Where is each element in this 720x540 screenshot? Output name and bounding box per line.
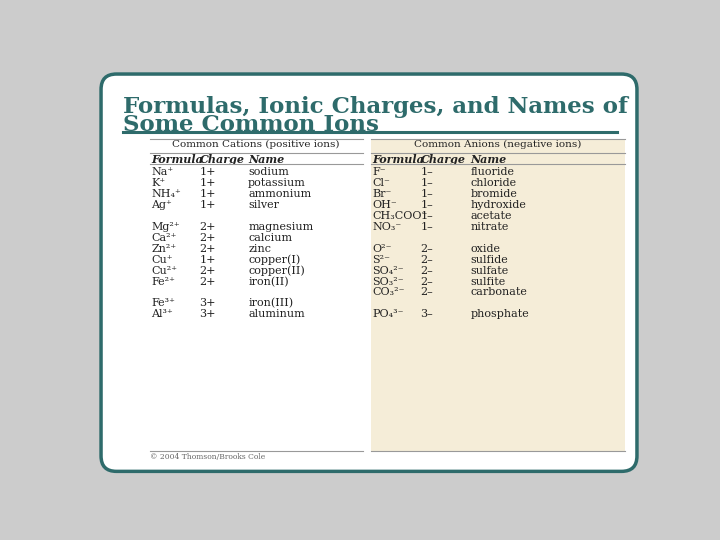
Text: nitrate: nitrate [471,222,509,232]
Text: Formula: Formula [372,154,424,165]
Text: Charge: Charge [199,154,245,165]
Text: 1+: 1+ [199,178,216,188]
Text: hydroxide: hydroxide [471,200,526,210]
Text: Zn²⁺: Zn²⁺ [151,244,176,254]
Text: 1+: 1+ [199,200,216,210]
Text: 2+: 2+ [199,276,216,287]
Text: copper(I): copper(I) [248,255,300,265]
Text: Cu⁺: Cu⁺ [151,255,173,265]
Text: 3+: 3+ [199,309,216,319]
Text: 1+: 1+ [199,189,216,199]
Text: Formula: Formula [151,154,203,165]
Text: 2+: 2+ [199,222,216,232]
Text: Al³⁺: Al³⁺ [151,309,173,319]
Text: 3+: 3+ [199,299,216,308]
Text: Some Common Ions: Some Common Ions [122,114,379,136]
Text: 3–: 3– [420,309,433,319]
Text: Ag⁺: Ag⁺ [151,200,172,210]
Text: Common Cations (positive ions): Common Cations (positive ions) [173,140,340,150]
Text: 1–: 1– [420,167,433,177]
Text: Mg²⁺: Mg²⁺ [151,222,180,232]
Text: 2–: 2– [420,276,433,287]
Text: sulfide: sulfide [471,255,508,265]
Text: magnesium: magnesium [248,222,313,232]
Text: oxide: oxide [471,244,500,254]
Text: SO₃²⁻: SO₃²⁻ [372,276,404,287]
Text: 2–: 2– [420,287,433,298]
Text: CH₃COO⁻: CH₃COO⁻ [372,211,428,221]
Text: 2–: 2– [420,266,433,275]
Text: O²⁻: O²⁻ [372,244,392,254]
Text: 1–: 1– [420,200,433,210]
Text: Formulas, Ionic Charges, and Names of: Formulas, Ionic Charges, and Names of [122,96,627,118]
Text: Fe²⁺: Fe²⁺ [151,276,175,287]
Text: Charge: Charge [420,154,466,165]
Text: Fe³⁺: Fe³⁺ [151,299,175,308]
Text: Ca²⁺: Ca²⁺ [151,233,176,243]
Text: 1–: 1– [420,222,433,232]
Text: calcium: calcium [248,233,292,243]
Text: silver: silver [248,200,279,210]
Text: phosphate: phosphate [471,309,529,319]
Text: bromide: bromide [471,189,518,199]
Text: NO₃⁻: NO₃⁻ [372,222,401,232]
Bar [371,139,625,451]
Text: aluminum: aluminum [248,309,305,319]
Text: 1+: 1+ [199,167,216,177]
Text: chloride: chloride [471,178,517,188]
Text: zinc: zinc [248,244,271,254]
Text: ammonium: ammonium [248,189,311,199]
Text: Cl⁻: Cl⁻ [372,178,390,188]
Text: 2+: 2+ [199,244,216,254]
Text: 1–: 1– [420,211,433,221]
Text: NH₄⁺: NH₄⁺ [151,189,181,199]
Text: iron(III): iron(III) [248,299,293,309]
Text: S²⁻: S²⁻ [372,255,390,265]
Text: fluoride: fluoride [471,167,515,177]
Text: F⁻: F⁻ [372,167,386,177]
Text: potassium: potassium [248,178,306,188]
Text: Na⁺: Na⁺ [151,167,174,177]
Text: © 2004 Thomson/Brooks Cole: © 2004 Thomson/Brooks Cole [150,453,265,461]
Text: K⁺: K⁺ [151,178,165,188]
Text: Common Anions (negative ions): Common Anions (negative ions) [414,140,581,150]
Text: sulfate: sulfate [471,266,509,275]
Text: 2–: 2– [420,244,433,254]
Text: Cu²⁺: Cu²⁺ [151,266,177,275]
Text: copper(II): copper(II) [248,266,305,276]
Text: 2+: 2+ [199,233,216,243]
Text: Name: Name [471,154,507,165]
Text: iron(II): iron(II) [248,276,289,287]
Text: 1+: 1+ [199,255,216,265]
Text: sulfite: sulfite [471,276,506,287]
Text: 2–: 2– [420,255,433,265]
Text: 2+: 2+ [199,266,216,275]
Text: 1–: 1– [420,178,433,188]
Text: SO₄²⁻: SO₄²⁻ [372,266,404,275]
Text: Name: Name [248,154,284,165]
Text: 1–: 1– [420,189,433,199]
Text: carbonate: carbonate [471,287,528,298]
Text: PO₄³⁻: PO₄³⁻ [372,309,404,319]
Text: OH⁻: OH⁻ [372,200,397,210]
Text: CO₃²⁻: CO₃²⁻ [372,287,405,298]
Text: acetate: acetate [471,211,512,221]
FancyBboxPatch shape [101,74,637,471]
Text: sodium: sodium [248,167,289,177]
Text: Br⁻: Br⁻ [372,189,392,199]
